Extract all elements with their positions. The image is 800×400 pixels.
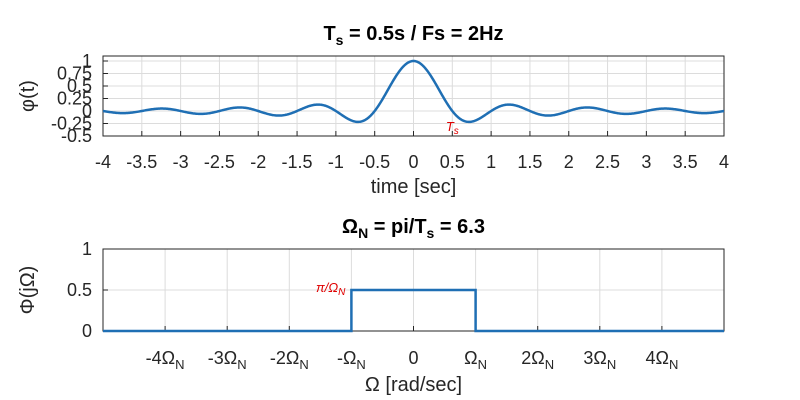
x-tick-label: -3.5 xyxy=(126,152,157,172)
x-tick-label: ΩN xyxy=(464,348,487,372)
y-tick-label: 1 xyxy=(82,51,92,71)
x-tick-label: -0.5 xyxy=(359,152,390,172)
x-tick-label: -2ΩN xyxy=(270,348,309,372)
x-tick-label: -4 xyxy=(95,152,111,172)
y-axis-label: φ(t) xyxy=(17,80,39,112)
chart-title: Ts = 0.5s / Fs = 2Hz xyxy=(323,23,503,48)
y-tick-label: 0 xyxy=(82,321,92,341)
annotation-label: Ts xyxy=(446,119,459,137)
chart-panel-1: -4 -3.5 -3 -2.5 -2 -1.5 -1 -0.5 0 0.5 1 1.5 2 2.5 3 3.5… xyxy=(17,23,729,198)
x-tick-label: -3 xyxy=(173,152,189,172)
x-tick-label: 1 xyxy=(486,152,496,172)
x-tick-label: 4 xyxy=(719,152,729,172)
y-tick-label: 0.5 xyxy=(67,280,92,300)
x-tick-label: -4ΩN xyxy=(146,348,185,372)
x-tick-label: 0.5 xyxy=(440,152,465,172)
x-tick-label: 2ΩN xyxy=(521,348,554,372)
x-tick-label: 0 xyxy=(408,348,418,368)
x-tick-label: 2 xyxy=(564,152,574,172)
x-tick-label: -1.5 xyxy=(282,152,313,172)
x-tick-label: -2.5 xyxy=(204,152,235,172)
y-tick-label: 0.25 xyxy=(57,89,92,109)
x-tick-label: 1.5 xyxy=(517,152,542,172)
y-tick-label: 1 xyxy=(82,239,92,259)
y-axis-label: Φ(jΩ) xyxy=(17,266,39,315)
x-tick-label: -1 xyxy=(328,152,344,172)
x-axis-label: time [sec] xyxy=(371,176,457,198)
annotation-label: π/ΩN xyxy=(316,280,346,298)
y-tick-label: 0.75 xyxy=(57,64,92,84)
x-tick-label: 4ΩN xyxy=(645,348,678,372)
x-tick-label: 3ΩN xyxy=(583,348,616,372)
series-line-1 xyxy=(102,59,725,124)
x-tick-label: 2.5 xyxy=(595,152,620,172)
x-tick-label: 3 xyxy=(641,152,651,172)
y-tick-label: 0 xyxy=(82,101,92,121)
chart-panel-2: -4ΩN -3ΩN -2ΩN -ΩN 0 ΩN 2ΩN 3ΩN 4ΩN 0 0.5 1 ΩN = pi/… xyxy=(17,216,725,396)
y-tick-label: -0.25 xyxy=(51,114,92,134)
x-tick-label: -ΩN xyxy=(337,348,366,372)
x-axis-label: Ω [rad/sec] xyxy=(365,374,462,396)
chart-title: ΩN = pi/Ts = 6.3 xyxy=(342,216,485,241)
y-tick-label: -0.5 xyxy=(61,126,92,146)
x-tick-label: -3ΩN xyxy=(208,348,247,372)
x-tick-label: 3.5 xyxy=(673,152,698,172)
y-tick-label: 0.5 xyxy=(67,76,92,96)
series-line-1 xyxy=(103,288,724,333)
x-tick-label: -2 xyxy=(250,152,266,172)
x-tick-label: 0 xyxy=(408,152,418,172)
